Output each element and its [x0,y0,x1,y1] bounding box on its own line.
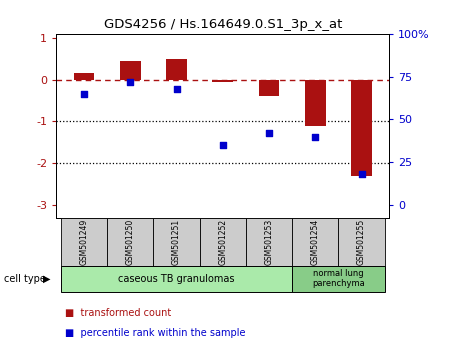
Point [312,134,319,139]
Bar [246,218,292,266]
Text: caseous TB granulomas: caseous TB granulomas [118,274,235,284]
Text: GSM501249: GSM501249 [80,218,89,265]
Point [219,142,226,148]
Text: normal lung
parenchyma: normal lung parenchyma [312,269,365,289]
Bar [120,61,141,80]
Point [126,79,134,85]
Bar [259,80,279,96]
Text: GSM501253: GSM501253 [265,218,274,265]
Text: ■  transformed count: ■ transformed count [65,308,171,318]
Text: ■  percentile rank within the sample: ■ percentile rank within the sample [65,328,246,338]
Text: GSM501251: GSM501251 [172,218,181,265]
Text: GSM501250: GSM501250 [126,218,135,265]
Bar [153,218,200,266]
Bar [107,218,153,266]
Text: GSM501252: GSM501252 [218,218,227,265]
Text: GSM501254: GSM501254 [311,218,320,265]
Text: ▶: ▶ [43,274,50,284]
Bar [351,80,372,176]
Bar [61,266,292,292]
Bar [200,218,246,266]
Bar [292,218,338,266]
Text: GSM501255: GSM501255 [357,218,366,265]
Point [173,86,180,91]
Point [358,171,365,177]
Point [81,91,88,97]
Bar [338,218,385,266]
Bar [74,73,94,80]
Bar [292,266,385,292]
Point [266,130,273,136]
Bar [166,59,187,80]
Title: GDS4256 / Hs.164649.0.S1_3p_x_at: GDS4256 / Hs.164649.0.S1_3p_x_at [104,18,342,31]
Bar [61,218,107,266]
Text: cell type: cell type [4,274,46,284]
Bar [305,80,326,126]
Bar [212,80,233,82]
